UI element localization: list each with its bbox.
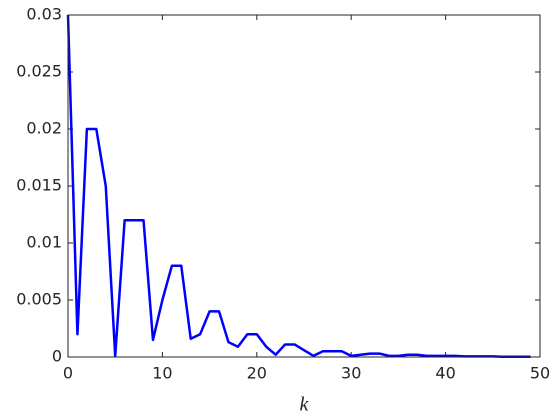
line-series bbox=[66, 14, 531, 359]
x-tick-label: 0 bbox=[63, 364, 73, 383]
x-tick-label: 20 bbox=[247, 364, 267, 383]
x-tick-label: 10 bbox=[152, 364, 172, 383]
y-tick-label: 0 bbox=[52, 347, 62, 366]
x-tick-label: 30 bbox=[341, 364, 361, 383]
x-tick-label: 40 bbox=[435, 364, 455, 383]
x-tick-label: 50 bbox=[530, 364, 550, 383]
y-tick-label: 0.02 bbox=[26, 119, 62, 138]
y-tick-label: 0.015 bbox=[16, 176, 62, 195]
y-tick-label: 0.025 bbox=[16, 62, 62, 81]
y-tick-label: 0.03 bbox=[26, 5, 62, 24]
y-tick-label: 0.005 bbox=[16, 290, 62, 309]
y-tick-label: 0.01 bbox=[26, 233, 62, 252]
axes-box bbox=[67, 14, 541, 358]
x-axis-label: k bbox=[300, 394, 310, 416]
